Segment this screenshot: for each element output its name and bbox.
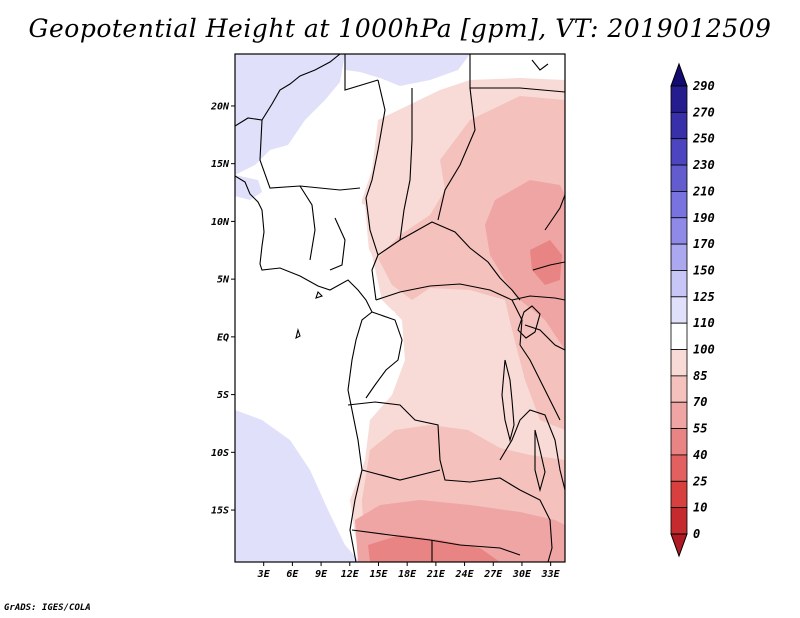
colorbar-label: 25 xyxy=(692,474,707,488)
colorbar-label: 110 xyxy=(693,316,715,330)
colorbar-label: 125 xyxy=(693,290,715,304)
colorbar-label: 10 xyxy=(693,501,707,515)
lat-tick-label: 10N xyxy=(211,217,230,228)
lon-tick-label: 27E xyxy=(483,569,503,580)
colorbar-label: 55 xyxy=(693,422,707,436)
colorbar-segment xyxy=(670,322,688,350)
latitude-axis: 20N 15N 10N 5N EQ 5S 10S 15S xyxy=(210,101,235,517)
blue-region-southwest-ocean xyxy=(235,410,360,562)
colorbar-min-arrow xyxy=(670,533,688,558)
colorbar: 2902702502302101901701501251101008570554… xyxy=(670,62,715,558)
lon-tick-label: 3E xyxy=(257,569,271,580)
lat-tick-label: 5N xyxy=(217,275,230,286)
colorbar-label: 170 xyxy=(693,237,715,251)
colorbar-segment xyxy=(670,428,688,456)
map-frame xyxy=(234,53,566,563)
colorbar-label: 0 xyxy=(693,527,700,541)
lon-tick-label: 12E xyxy=(341,569,360,580)
lon-tick-label: 24E xyxy=(455,569,475,580)
lon-tick-label: 18E xyxy=(398,569,417,580)
blue-region-sahara-north xyxy=(345,54,470,86)
colorbar-segment xyxy=(670,111,688,140)
colorbar-label: 85 xyxy=(693,369,707,383)
lon-tick-label: 15E xyxy=(369,569,388,580)
lat-tick-label: 15S xyxy=(211,506,229,517)
colorbar-label: 190 xyxy=(693,211,715,225)
colorbar-segment xyxy=(670,296,688,324)
pink-55-south xyxy=(368,535,500,562)
colorbar-segment xyxy=(670,85,688,113)
white-110-westafrica xyxy=(262,192,372,290)
colorbar-segment xyxy=(670,164,688,192)
colorbar-label: 150 xyxy=(693,263,715,277)
colorbar-label: 70 xyxy=(693,395,707,409)
colorbar-segment xyxy=(670,138,688,166)
colorbar-label: 100 xyxy=(693,343,715,357)
blue-region-northwest-coast xyxy=(235,175,262,200)
lon-tick-label: 30E xyxy=(512,569,532,580)
colorbar-segment xyxy=(670,270,688,298)
colorbar-label: 210 xyxy=(692,184,715,198)
colorbar-label: 290 xyxy=(692,79,715,93)
lat-tick-label: EQ xyxy=(217,332,229,343)
colorbar-segment xyxy=(670,401,688,429)
colorbar-segment xyxy=(670,243,688,271)
colorbar-label: 40 xyxy=(693,448,707,462)
pink-85-east xyxy=(378,96,565,430)
blue-region-sahara-west xyxy=(235,54,345,175)
lat-tick-label: 15N xyxy=(211,159,230,170)
map-title: Geopotential Height at 1000hPa [gpm], VT… xyxy=(28,14,772,43)
colorbar-label: 250 xyxy=(692,132,715,146)
colorbar-segment xyxy=(670,375,688,403)
lon-tick-label: 6E xyxy=(286,569,299,580)
lat-tick-label: 5S xyxy=(217,390,229,401)
white-110-congo xyxy=(365,300,402,380)
longitude-axis: 3E 6E 9E 12E 15E 18E 21E 24E 27E 30E 33E xyxy=(257,562,561,580)
colorbar-label: 270 xyxy=(692,105,715,119)
lon-tick-label: 9E xyxy=(315,569,328,580)
lon-tick-label: 21E xyxy=(426,569,446,580)
lon-tick-label: 33E xyxy=(541,569,561,580)
colorbar-segment xyxy=(670,349,688,377)
colorbar-segment xyxy=(670,507,688,535)
colorbar-segment xyxy=(670,217,688,245)
pink-55-east xyxy=(530,240,562,285)
pink-70-east xyxy=(485,180,565,350)
lat-tick-label: 20N xyxy=(210,101,230,112)
colorbar-segment xyxy=(670,480,688,509)
colorbar-label: 230 xyxy=(692,158,715,172)
grads-credit: GrADS: IGES/COLA xyxy=(4,603,91,613)
lat-tick-label: 10S xyxy=(211,448,229,459)
colorbar-segment xyxy=(670,454,688,482)
colorbar-max-arrow xyxy=(670,62,688,87)
colorbar-segment xyxy=(670,191,688,219)
political-boundaries xyxy=(235,54,565,562)
